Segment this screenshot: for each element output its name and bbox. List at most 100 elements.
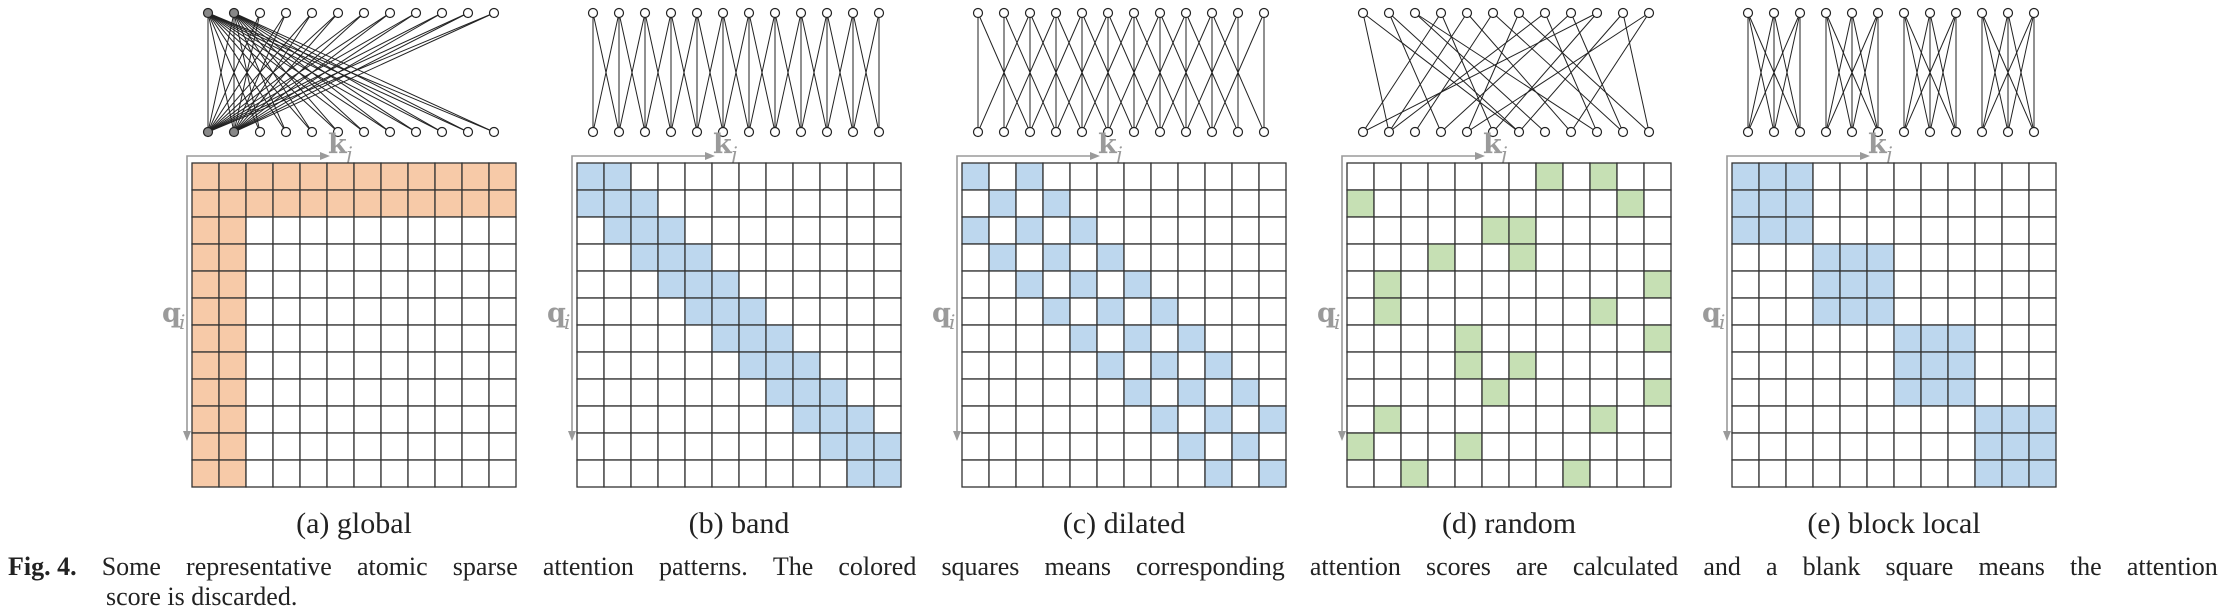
matrix-cell-empty	[765, 459, 794, 488]
matrix-cell-empty	[326, 378, 355, 407]
token-node	[1232, 126, 1244, 138]
matrix-cell-empty	[711, 459, 740, 488]
token-node	[998, 126, 1010, 138]
token-node	[1924, 7, 1936, 19]
token-node	[358, 7, 370, 19]
matrix-cell-empty	[488, 351, 517, 380]
matrix-cell-empty	[1839, 432, 1868, 461]
matrix-cell-empty	[1373, 378, 1402, 407]
caption-word: attention	[1309, 552, 1401, 581]
matrix-cell-empty	[873, 378, 902, 407]
panel-label-global: (a) global	[296, 507, 412, 540]
token-node	[1820, 126, 1832, 138]
matrix-cell-filled	[380, 162, 409, 191]
matrix-cell-empty	[1508, 432, 1537, 461]
token-node	[1180, 126, 1192, 138]
attention-link	[1003, 12, 1057, 133]
matrix-cell-empty	[846, 324, 875, 353]
matrix-cell-empty	[1758, 378, 1787, 407]
matrix-cell-empty	[576, 432, 605, 461]
matrix-cell-empty	[1427, 189, 1456, 218]
matrix-cell-empty	[1123, 243, 1152, 272]
matrix-cell-empty	[738, 459, 767, 488]
matrix-cell-empty	[272, 405, 301, 434]
matrix-cell-filled	[326, 162, 355, 191]
key-axis-label: k	[1098, 129, 1118, 160]
matrix-cell-empty	[873, 189, 902, 218]
matrix-cell-filled	[1346, 432, 1375, 461]
token-node	[1102, 7, 1114, 19]
matrix-cell-empty	[299, 459, 328, 488]
matrix-cell-empty	[988, 324, 1017, 353]
matrix-cell-empty	[2001, 351, 2030, 380]
matrix-cell-empty	[819, 459, 848, 488]
token-node	[332, 7, 344, 19]
matrix-cell-empty	[1731, 297, 1760, 326]
token-node	[358, 126, 370, 138]
matrix-cell-filled	[603, 162, 632, 191]
matrix-cell-filled	[272, 189, 301, 218]
matrix-cell-empty	[1785, 297, 1814, 326]
matrix-cell-empty	[1535, 297, 1564, 326]
panel-label-band: (b) band	[689, 507, 790, 540]
token-node	[1102, 126, 1114, 138]
matrix-cell-empty	[380, 405, 409, 434]
matrix-cell-empty	[961, 243, 990, 272]
token-node	[665, 7, 677, 19]
matrix-cell-empty	[326, 432, 355, 461]
token-node	[795, 7, 807, 19]
matrix-cell-filled	[1123, 270, 1152, 299]
token-node	[1435, 7, 1447, 19]
matrix-cell-filled	[1454, 432, 1483, 461]
matrix-cell-empty	[2001, 270, 2030, 299]
caption-word: sparse	[452, 552, 518, 581]
matrix-cell-empty	[1758, 324, 1787, 353]
matrix-cell-empty	[1893, 270, 1922, 299]
matrix-cell-filled	[218, 189, 247, 218]
token-node	[1258, 7, 1270, 19]
matrix-cell-empty	[1920, 243, 1949, 272]
matrix-cell-filled	[1812, 270, 1841, 299]
matrix-cell-empty	[1866, 189, 1895, 218]
matrix-cell-empty	[988, 378, 1017, 407]
matrix-cell-empty	[738, 432, 767, 461]
token-node	[306, 7, 318, 19]
matrix-cell-empty	[873, 297, 902, 326]
matrix-cell-empty	[1589, 378, 1618, 407]
matrix-cell-filled	[1812, 243, 1841, 272]
matrix-cell-empty	[1812, 459, 1841, 488]
query-axis-subscript: i	[1719, 310, 1725, 334]
matrix-cell-filled	[1974, 459, 2003, 488]
matrix-cell-empty	[1400, 216, 1429, 245]
matrix-cell-filled	[218, 270, 247, 299]
matrix-cell-empty	[630, 270, 659, 299]
key-axis-label: k	[1483, 129, 1503, 160]
matrix-cell-filled	[299, 189, 328, 218]
matrix-cell-empty	[407, 243, 436, 272]
matrix-cell-empty	[353, 243, 382, 272]
matrix-cell-empty	[272, 297, 301, 326]
matrix-cell-empty	[1069, 297, 1098, 326]
attention-graph-random	[1357, 7, 1655, 138]
attention-link	[207, 12, 313, 133]
matrix-cell-empty	[630, 378, 659, 407]
matrix-cell-empty	[1920, 405, 1949, 434]
matrix-cell-empty	[1123, 216, 1152, 245]
caption-word: colored	[838, 552, 917, 581]
matrix-cell-empty	[1839, 189, 1868, 218]
attention-link	[2007, 12, 2035, 133]
matrix-cell-filled	[1508, 351, 1537, 380]
matrix-cell-empty	[1042, 459, 1071, 488]
matrix-cell-empty	[1508, 459, 1537, 488]
matrix-cell-empty	[1616, 297, 1645, 326]
token-node	[280, 7, 292, 19]
matrix-cell-empty	[299, 216, 328, 245]
key-axis-label: k	[328, 129, 348, 160]
matrix-cell-empty	[461, 324, 490, 353]
matrix-cell-empty	[1150, 189, 1179, 218]
matrix-cell-empty	[711, 405, 740, 434]
token-node	[691, 126, 703, 138]
caption-line-2: score is discarded.	[106, 582, 298, 611]
attention-matrix-block_local	[1731, 162, 2057, 488]
matrix-cell-empty	[1481, 324, 1510, 353]
